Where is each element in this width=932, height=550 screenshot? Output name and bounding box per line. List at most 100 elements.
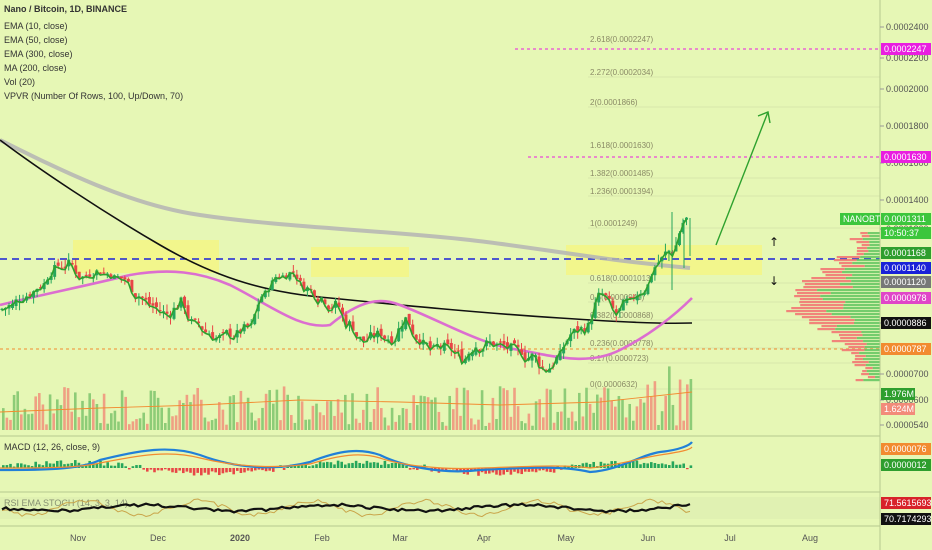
macd-bar bbox=[174, 468, 178, 473]
vpvr-sell-bar bbox=[799, 298, 823, 301]
macd-bar bbox=[146, 468, 149, 472]
volume-bar bbox=[671, 404, 675, 430]
vpvr-sell-bar bbox=[803, 286, 853, 289]
macd-bar bbox=[153, 468, 156, 473]
price-badge-text: 1.624M bbox=[884, 404, 914, 414]
indicator-ema300[interactable]: EMA (300, close) bbox=[4, 49, 73, 59]
price-badge-text: 0.0001311 bbox=[884, 214, 926, 224]
macd-bar bbox=[401, 464, 405, 468]
price-badge[interactable] bbox=[881, 459, 931, 471]
ema-10-line bbox=[1, 218, 688, 374]
vpvr-buy-bar bbox=[831, 313, 880, 316]
vpvr-buy-bar bbox=[839, 283, 880, 286]
macd-bar bbox=[412, 468, 415, 470]
candle-body bbox=[614, 309, 618, 314]
vpvr-sell-bar bbox=[840, 337, 857, 340]
volume-bar bbox=[239, 390, 243, 430]
volume-bar bbox=[444, 425, 448, 430]
volume-bar bbox=[473, 424, 477, 430]
macd-bar bbox=[585, 462, 588, 468]
candle-body bbox=[390, 336, 394, 344]
volume-bar bbox=[524, 423, 527, 430]
price-badge[interactable] bbox=[881, 388, 915, 400]
price-badge[interactable] bbox=[881, 317, 931, 329]
price-badge[interactable] bbox=[881, 151, 931, 163]
volume-bar bbox=[552, 422, 556, 430]
price-badge[interactable] bbox=[881, 262, 931, 274]
time-tick: Aug bbox=[802, 533, 818, 543]
vpvr-buy-bar bbox=[844, 268, 880, 271]
volume-bar bbox=[178, 400, 181, 430]
price-badge[interactable] bbox=[881, 343, 931, 355]
macd-bar bbox=[300, 465, 304, 468]
time-axis[interactable]: Nov Dec 2020 Feb Mar Apr May Jun Jul Aug bbox=[70, 533, 818, 543]
price-badge-text: 0.0000076 bbox=[884, 444, 927, 454]
candle-body bbox=[460, 349, 464, 363]
price-tick: 0.0002200 bbox=[886, 53, 929, 63]
price-scale[interactable] bbox=[880, 0, 932, 550]
macd-bar bbox=[74, 460, 77, 468]
price-badge[interactable] bbox=[881, 213, 931, 225]
price-badge[interactable] bbox=[881, 276, 931, 288]
vpvr-sell-bar bbox=[817, 328, 836, 331]
volume-bar bbox=[678, 379, 682, 430]
vpvr-buy-bar bbox=[867, 247, 880, 250]
fib-label: 0.5(0.0000941) bbox=[590, 293, 645, 302]
price-badge[interactable] bbox=[881, 497, 931, 509]
candle-body bbox=[119, 276, 123, 279]
price-badge-text: 70.7174293 bbox=[884, 514, 932, 524]
vpvr-sell-bar bbox=[855, 379, 864, 382]
macd-bar bbox=[333, 464, 336, 468]
macd-label[interactable]: MACD (12, 26, close, 9) bbox=[4, 442, 100, 452]
time-tick: Dec bbox=[150, 533, 167, 543]
macd-bar bbox=[45, 461, 48, 468]
volume-bar bbox=[221, 409, 225, 430]
volume-bar bbox=[542, 417, 545, 430]
macd-bar bbox=[689, 465, 693, 468]
macd-bar bbox=[196, 468, 199, 473]
indicator-ma200[interactable]: MA (200, close) bbox=[4, 63, 67, 73]
indicator-ema10[interactable]: EMA (10, close) bbox=[4, 21, 68, 31]
candle-body bbox=[502, 340, 506, 345]
volume-bar bbox=[531, 425, 534, 430]
price-badge[interactable] bbox=[881, 227, 931, 239]
candle-body bbox=[376, 330, 380, 338]
macd-bar bbox=[113, 465, 117, 468]
rsi-line bbox=[1, 502, 691, 514]
volume-bar bbox=[171, 416, 174, 430]
volume-bar bbox=[347, 424, 351, 430]
candle-body bbox=[621, 299, 625, 311]
indicator-vpvr[interactable]: VPVR (Number Of Rows, 100, Up/Down, 70) bbox=[4, 91, 183, 101]
price-badge[interactable] bbox=[881, 292, 931, 304]
macd-bar bbox=[272, 468, 275, 472]
macd-bar bbox=[221, 468, 225, 474]
volume-bar bbox=[365, 393, 369, 430]
rsi-stoch-line bbox=[1, 498, 691, 518]
price-badge[interactable] bbox=[881, 513, 931, 525]
volume-bar bbox=[419, 395, 423, 430]
indicator-volume[interactable]: Vol (20) bbox=[4, 77, 35, 87]
macd-bar bbox=[124, 466, 127, 468]
indicator-ema50[interactable]: EMA (50, close) bbox=[4, 35, 68, 45]
macd-bar bbox=[164, 468, 167, 470]
volume-bar bbox=[92, 399, 95, 430]
volume-bar bbox=[358, 422, 361, 430]
macd-bar bbox=[650, 462, 653, 468]
volume-bar bbox=[138, 418, 142, 430]
fib-label: 0.382(0.0000868) bbox=[590, 311, 654, 320]
price-badge[interactable] bbox=[881, 403, 915, 415]
vpvr-buy-bar bbox=[850, 316, 880, 319]
macd-bar bbox=[646, 463, 649, 468]
candle-body bbox=[98, 272, 102, 274]
candle-body bbox=[88, 274, 92, 277]
price-badge[interactable] bbox=[881, 247, 931, 259]
price-badge[interactable] bbox=[881, 43, 931, 55]
volume-bar bbox=[261, 407, 264, 430]
macd-bar bbox=[358, 462, 361, 468]
price-badge[interactable] bbox=[881, 443, 931, 455]
volume-bar bbox=[549, 389, 552, 430]
price-tick: 0.0000540 bbox=[886, 420, 929, 430]
volume-bar bbox=[308, 419, 311, 430]
candle-body bbox=[421, 339, 425, 345]
